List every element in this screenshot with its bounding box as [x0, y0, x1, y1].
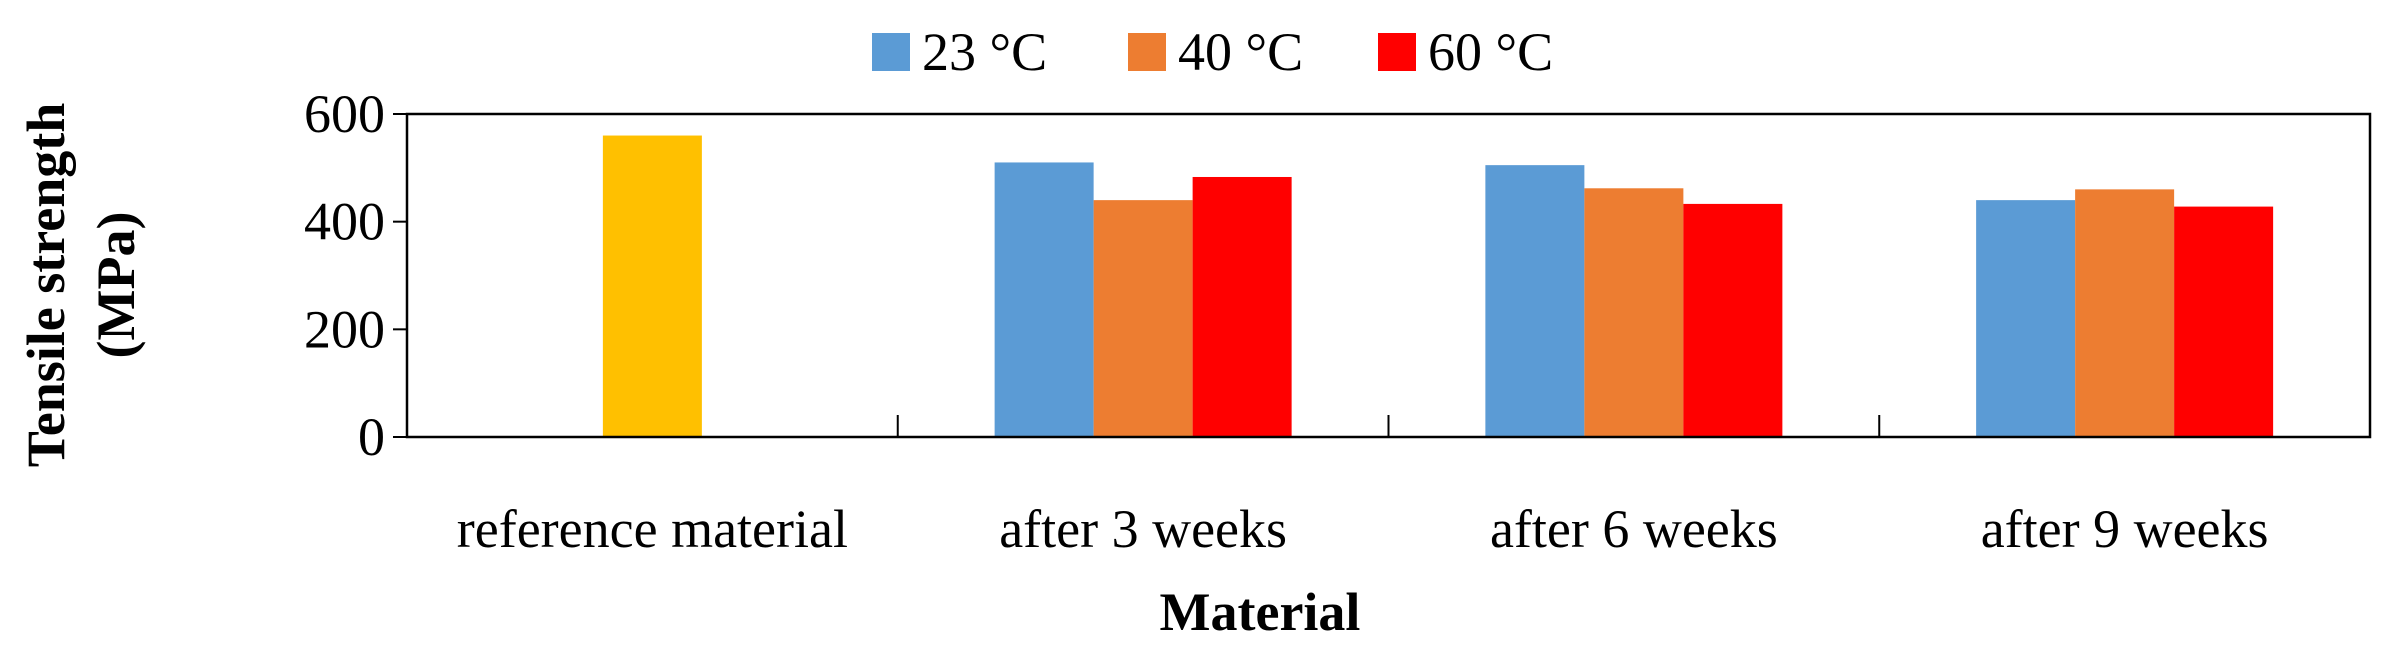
bar-23C-1	[994, 162, 1094, 437]
bar-60C-3	[2174, 206, 2274, 437]
bar-23C-3	[1976, 200, 2076, 437]
legend-swatch-40c	[1128, 33, 1166, 71]
bar-23C-2	[1485, 165, 1585, 437]
bars	[602, 135, 2274, 438]
legend-label-60c: 60 °C	[1428, 22, 1553, 82]
bar-40C-3	[2075, 189, 2175, 437]
x-category-label: reference material	[457, 499, 848, 559]
bar-40C-2	[1584, 188, 1684, 437]
legend-swatch-60c	[1378, 33, 1416, 71]
y-axis-title: Tensile strength (MPa)	[16, 103, 146, 468]
x-axis-title: Material	[1160, 582, 1361, 642]
y-tick-label: 0	[358, 407, 385, 467]
legend-label-40c: 40 °C	[1178, 22, 1303, 82]
y-axis-ticks: 0 200 400 600	[304, 84, 407, 467]
bar-60C-2	[1683, 203, 1783, 437]
bar-40C-1	[1093, 200, 1193, 437]
y-tick-label: 200	[304, 299, 385, 359]
category-labels: reference material after 3 weeks after 6 w…	[457, 499, 2269, 559]
y-axis-title-line-1: Tensile strength	[16, 103, 76, 468]
y-tick-label: 600	[304, 84, 385, 144]
legend-swatch-23c	[872, 33, 910, 71]
bar-60C-1	[1192, 176, 1292, 438]
y-axis-title-line-2: (MPa)	[86, 212, 146, 359]
y-tick-label: 400	[304, 192, 385, 252]
x-category-label: after 3 weeks	[999, 499, 1287, 559]
plot-frame	[405, 112, 2372, 439]
bar-reference-material	[602, 135, 702, 438]
x-category-label: after 6 weeks	[1490, 499, 1778, 559]
x-category-label: after 9 weeks	[1981, 499, 2269, 559]
legend-label-23c: 23 °C	[922, 22, 1047, 82]
legend: 23 °C 40 °C 60 °C	[872, 22, 1553, 82]
